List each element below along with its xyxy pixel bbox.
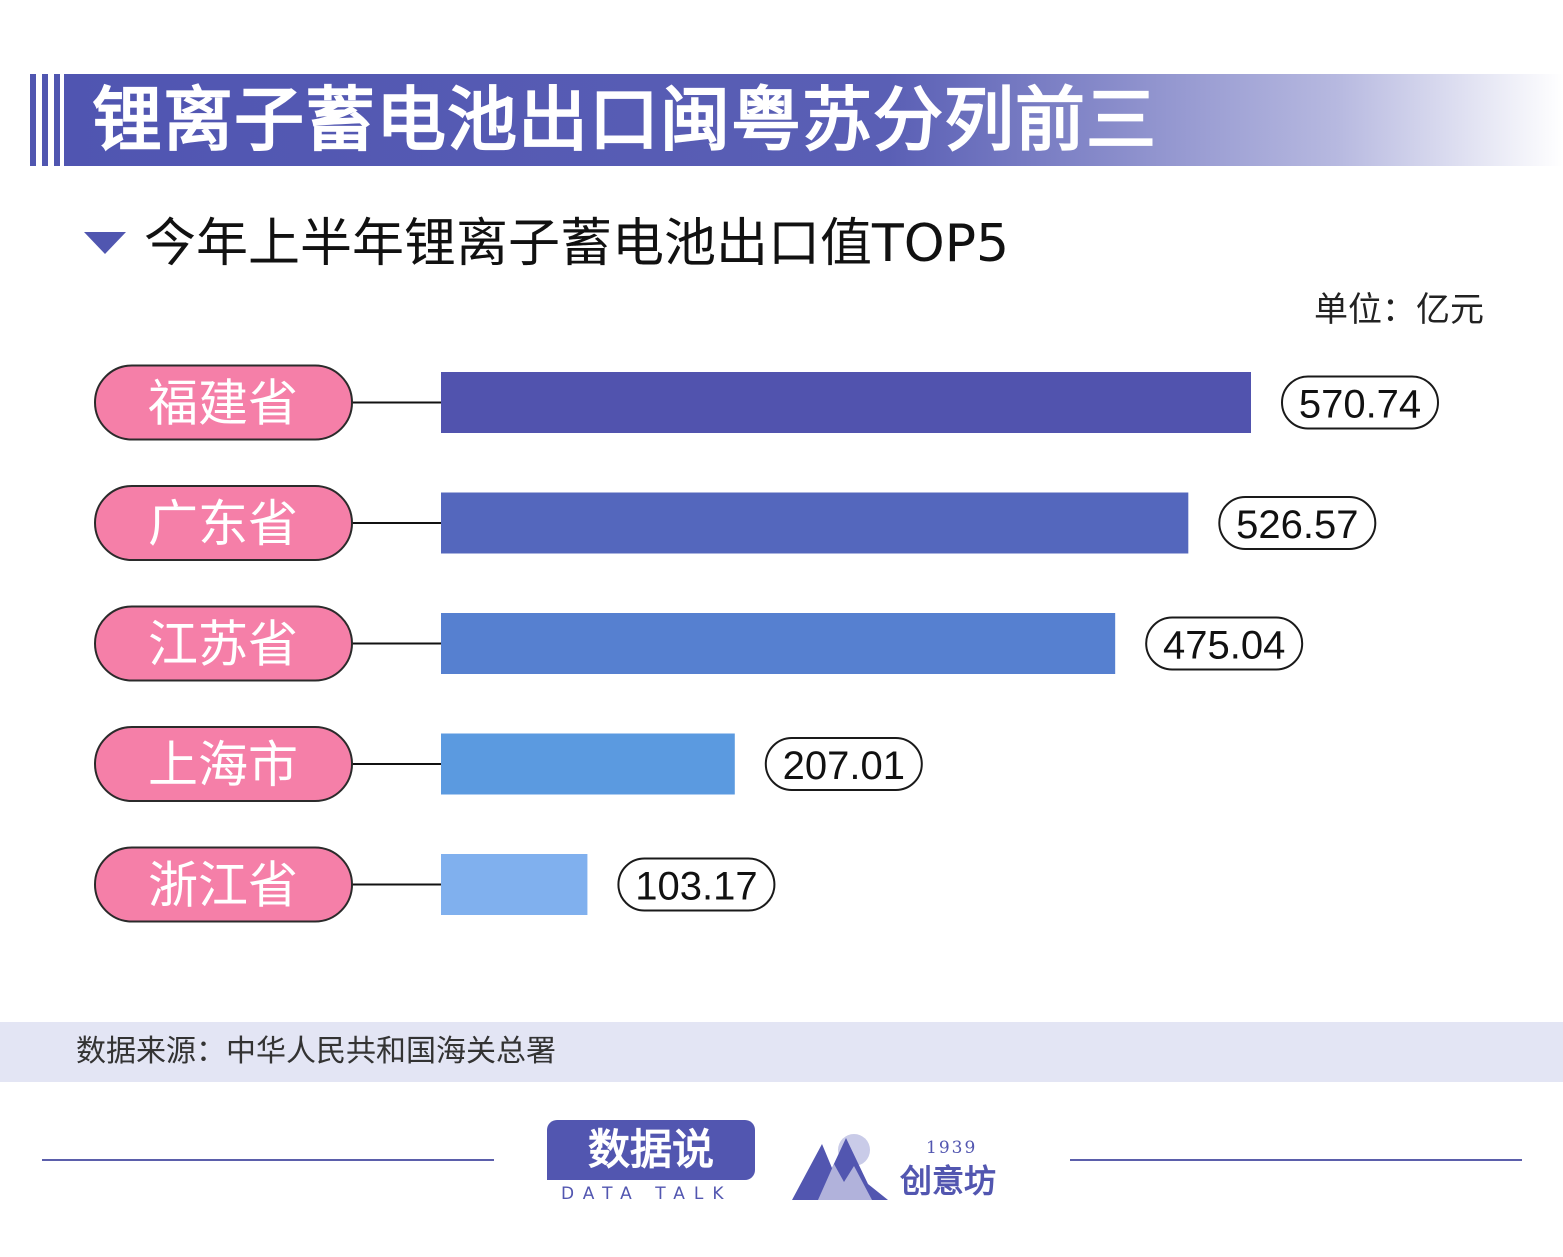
footer-divider-left [42, 1159, 494, 1161]
page-title: 锂离子蓄电池出口闽粤苏分列前三 [92, 79, 1157, 161]
category-pill [94, 846, 353, 923]
category-label: 福建省 [148, 375, 298, 433]
mountain-logo-icon [792, 1134, 888, 1200]
category-pill [94, 485, 353, 561]
value-label: 103.17 [635, 865, 757, 909]
data-talk-logo-box: 数据说 [547, 1120, 755, 1180]
studio-year: 1939 [926, 1138, 978, 1158]
unit-label: 单位：亿元 [1314, 290, 1484, 330]
value-label: 475.04 [1163, 624, 1285, 668]
value-label: 526.57 [1236, 503, 1358, 547]
chart-title: 今年上半年锂离子蓄电池出口值TOP5 [144, 214, 1010, 274]
value-pill [764, 737, 923, 791]
value-pill [1218, 496, 1377, 550]
studio-logo: 1939 创意坊 [788, 1124, 1018, 1208]
category-pill [94, 364, 353, 441]
value-pill [1281, 375, 1439, 430]
studio-name: 创意坊 [900, 1162, 997, 1200]
bar [441, 492, 1189, 554]
category-pill [94, 726, 353, 802]
bar [441, 854, 588, 915]
bar-chart: 福建省 570.74 广东省 526.57 江苏省 475.04 上海市 207.01 浙江省 1… [94, 364, 1439, 923]
data-talk-logo-subtext: DATA TALK [561, 1184, 733, 1204]
data-source: 数据来源：中华人民共和国海关总署 [76, 1034, 556, 1069]
data-talk-logo-text: 数据说 [587, 1125, 714, 1174]
triangle-down-icon [84, 232, 126, 254]
title-banner: 锂离子蓄电池出口闽粤苏分列前三 [30, 74, 1563, 166]
bar [441, 733, 735, 795]
value-label: 207.01 [783, 744, 905, 788]
category-pill [94, 605, 353, 682]
bar [441, 372, 1251, 433]
category-label: 广东省 [148, 495, 298, 553]
source-band: 数据来源：中华人民共和国海关总署 [0, 1022, 1563, 1082]
value-pill [1145, 616, 1304, 671]
category-label: 上海市 [148, 736, 298, 794]
footer-divider-right [1070, 1159, 1522, 1161]
data-talk-logo: 数据说 DATA TALK [547, 1120, 755, 1204]
category-label: 浙江省 [148, 857, 298, 915]
category-label: 江苏省 [148, 616, 298, 674]
value-label: 570.74 [1299, 383, 1421, 427]
value-pill [617, 857, 776, 912]
title-background [64, 74, 1563, 166]
bar [441, 613, 1116, 674]
